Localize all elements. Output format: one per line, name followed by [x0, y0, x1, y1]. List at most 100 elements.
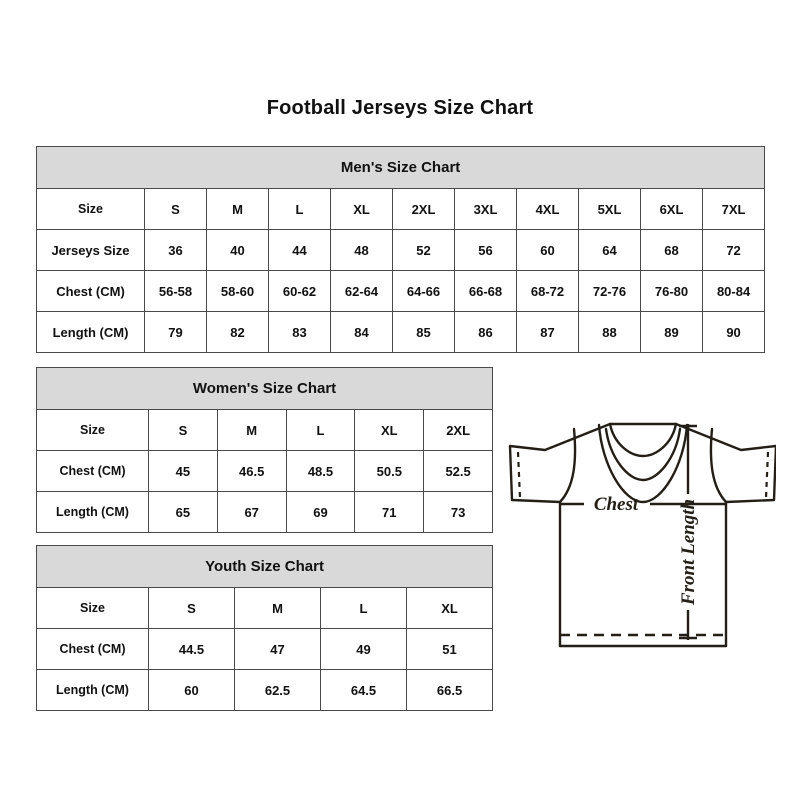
womens-size-table: Women's Size Chart Size S M L XL 2XL Che…: [35, 367, 494, 533]
table-caption-row: Women's Size Chart: [35, 367, 494, 410]
row-label-jerseys-size: Jerseys Size: [36, 229, 145, 271]
column-header-l: L: [268, 188, 331, 230]
table-cell: 44: [268, 229, 331, 271]
column-header-4xl: 4XL: [516, 188, 579, 230]
table-header-row: Size S M L XL 2XL: [36, 409, 494, 451]
column-header-l: L: [285, 409, 356, 451]
table-cell: 52: [392, 229, 455, 271]
mens-size-table: Men's Size Chart Size S M L XL 2XL 3XL 4…: [35, 146, 766, 353]
table-cell: 60: [148, 669, 235, 711]
table-cell: 79: [144, 311, 207, 353]
table-header-row: Size S M L XL 2XL 3XL 4XL 5XL 6XL 7XL: [36, 188, 766, 230]
table-cell: 36: [144, 229, 207, 271]
table-cell: 56: [454, 229, 517, 271]
table-cell: 80-84: [701, 270, 766, 312]
row-label-length-cm: Length (CM): [36, 311, 145, 353]
column-header-xl: XL: [354, 409, 425, 451]
table-cell: 71: [354, 491, 425, 533]
table-cell: 68-72: [516, 270, 579, 312]
table-cell: 40: [206, 229, 269, 271]
table-row: Chest (CM) 45 46.5 48.5 50.5 52.5: [36, 450, 494, 492]
left-sleeve-hem-dash: [516, 451, 522, 499]
table-cell: 72: [701, 229, 766, 271]
table-cell: 64-66: [392, 270, 455, 312]
table-cell: 69: [285, 491, 356, 533]
table-cell: 46.5: [216, 450, 287, 492]
row-label-length-cm: Length (CM): [36, 669, 149, 711]
column-header-size: Size: [36, 188, 145, 230]
right-sleeve-hem-dash: [764, 451, 770, 499]
table-row: Length (CM) 60 62.5 64.5 66.5: [36, 669, 494, 711]
front-length-label: Front Length: [678, 499, 699, 606]
table-caption-row: Youth Size Chart: [35, 545, 494, 588]
front-length-measure-line: [679, 424, 697, 640]
table-cell: 62-64: [330, 270, 393, 312]
table-row: Length (CM) 79 82 83 84 85 86 87 88 89 9…: [36, 311, 766, 353]
row-label-chest-cm: Chest (CM): [36, 270, 145, 312]
table-cell: 52.5: [423, 450, 494, 492]
column-header-3xl: 3XL: [454, 188, 517, 230]
table-cell: 50.5: [354, 450, 425, 492]
table-cell: 51: [405, 628, 494, 670]
table-cell: 90: [701, 311, 766, 353]
column-header-6xl: 6XL: [640, 188, 703, 230]
column-header-m: M: [206, 188, 269, 230]
table-cell: 49: [320, 628, 407, 670]
table-cell: 62.5: [234, 669, 321, 711]
table-cell: 82: [206, 311, 269, 353]
table-cell: 87: [516, 311, 579, 353]
table-cell: 48.5: [285, 450, 356, 492]
tshirt-outline-icon: [508, 422, 776, 648]
page-title: Football Jerseys Size Chart: [266, 97, 534, 119]
table-cell: 86: [454, 311, 517, 353]
column-header-s: S: [148, 409, 218, 451]
row-label-chest-cm: Chest (CM): [36, 628, 149, 670]
table-cell: 76-80: [640, 270, 703, 312]
table-cell: 68: [640, 229, 703, 271]
table-caption-row: Men's Size Chart: [35, 146, 766, 189]
column-header-m: M: [234, 587, 321, 629]
table-cell: 66-68: [454, 270, 517, 312]
table-cell: 89: [640, 311, 703, 353]
column-header-7xl: 7XL: [701, 188, 766, 230]
column-header-2xl: 2XL: [423, 409, 494, 451]
table-cell: 88: [578, 311, 641, 353]
table-cell: 48: [330, 229, 393, 271]
table-cell: 73: [423, 491, 494, 533]
table-cell: 56-58: [144, 270, 207, 312]
table-cell: 65: [148, 491, 218, 533]
column-header-size: Size: [36, 409, 149, 451]
column-header-m: M: [216, 409, 287, 451]
table-row: Chest (CM) 44.5 47 49 51: [36, 628, 494, 670]
jersey-measurement-diagram: Chest Front Length: [498, 392, 776, 682]
column-header-s: S: [148, 587, 235, 629]
column-header-size: Size: [36, 587, 149, 629]
column-header-5xl: 5XL: [578, 188, 641, 230]
table-cell: 83: [268, 311, 331, 353]
youth-table-caption: Youth Size Chart: [35, 545, 494, 588]
sleeve-hem-dashed-lines: [516, 451, 770, 499]
table-row: Jerseys Size 36 40 44 48 52 56 60 64 68 …: [36, 229, 766, 271]
table-header-row: Size S M L XL: [36, 587, 494, 629]
column-header-2xl: 2XL: [392, 188, 455, 230]
column-header-s: S: [144, 188, 207, 230]
table-cell: 45: [148, 450, 218, 492]
chest-label: Chest: [594, 494, 639, 515]
table-cell: 64: [578, 229, 641, 271]
table-row: Chest (CM) 56-58 58-60 60-62 62-64 64-66…: [36, 270, 766, 312]
row-label-chest-cm: Chest (CM): [36, 450, 149, 492]
table-cell: 72-76: [578, 270, 641, 312]
column-header-xl: XL: [330, 188, 393, 230]
column-header-l: L: [320, 587, 407, 629]
table-cell: 84: [330, 311, 393, 353]
table-cell: 85: [392, 311, 455, 353]
table-cell: 66.5: [405, 669, 494, 711]
table-cell: 47: [234, 628, 321, 670]
table-cell: 60: [516, 229, 579, 271]
table-cell: 60-62: [268, 270, 331, 312]
youth-size-table: Youth Size Chart Size S M L XL Chest (CM…: [35, 545, 494, 711]
table-cell: 44.5: [148, 628, 235, 670]
table-cell: 58-60: [206, 270, 269, 312]
row-label-length-cm: Length (CM): [36, 491, 149, 533]
